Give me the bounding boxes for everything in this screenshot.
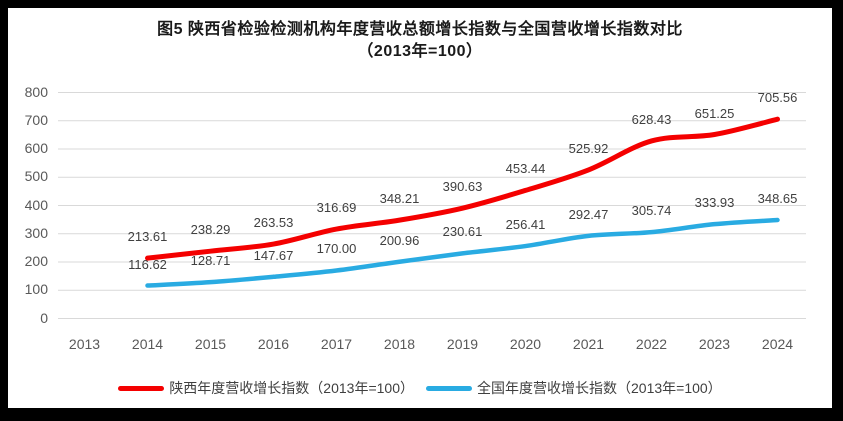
legend-label-shaanxi: 陕西年度营收增长指数（2013年=100）: [169, 380, 414, 396]
x-axis-tick-label: 2023: [698, 336, 731, 352]
chart-legend: 陕西年度营收增长指数（2013年=100） 全国年度营收增长指数（2013年=1…: [8, 378, 832, 398]
data-point-label-national: 256.41: [505, 217, 546, 233]
data-point-label-national: 348.65: [757, 191, 798, 206]
x-axis-tick-label: 2013: [68, 336, 101, 352]
y-axis-tick-label: 400: [24, 196, 48, 213]
x-axis-tick-label: 2022: [635, 336, 668, 352]
legend-item-national: 全国年度营收增长指数（2013年=100）: [426, 378, 722, 398]
data-point-label-shaanxi: 651.25: [694, 105, 735, 121]
x-axis-tick-label: 2019: [446, 336, 479, 352]
data-point-label-shaanxi: 453.44: [505, 161, 546, 177]
chart-title-line2: （2013年=100）: [357, 43, 483, 60]
data-point-label-national: 116.62: [128, 256, 167, 272]
chart-title-line1: 图5 陕西省检验检测机构年度营收总额增长指数与全国营收增长指数对比: [157, 21, 683, 38]
legend-swatch-national: [426, 385, 472, 391]
y-axis-tick-label: 0: [40, 309, 48, 326]
series-line-national: [145, 217, 780, 288]
x-axis-tick-label: 2021: [572, 336, 605, 352]
data-point-label-shaanxi: 705.56: [757, 90, 798, 106]
x-axis-tick-label: 2014: [131, 336, 164, 352]
data-point-label-national: 230.61: [442, 224, 483, 240]
x-axis-tick-label: 2018: [383, 336, 416, 352]
data-point-label-national: 200.96: [379, 232, 420, 248]
y-axis-tick-label: 600: [24, 140, 48, 156]
data-point-label-shaanxi: 238.29: [190, 222, 231, 238]
y-axis-tick-label: 700: [24, 111, 48, 128]
data-point-label-shaanxi: 628.43: [631, 111, 672, 127]
data-point-label-shaanxi: 213.61: [127, 229, 168, 245]
data-point-label-national: 292.47: [568, 206, 609, 222]
series-line-shaanxi: [145, 116, 780, 261]
chart-canvas: 图5 陕西省检验检测机构年度营收总额增长指数与全国营收增长指数对比 （2013年…: [8, 8, 832, 408]
x-axis-tick-label: 2015: [194, 336, 227, 352]
line-chart-plot-area: 0 100 200 300 400 500 600 700 800 2013 2014 2015 201…: [8, 8, 832, 408]
x-axis-tick-label: 2016: [257, 336, 290, 352]
data-point-label-national: 147.67: [253, 247, 294, 263]
data-point-label-shaanxi: 348.21: [379, 191, 420, 207]
data-point-label-shaanxi: 390.63: [442, 179, 483, 195]
chart-svg: [58, 92, 806, 319]
data-point-label-national: 170.00: [316, 241, 357, 257]
x-axis-tick-label: 2017: [320, 336, 353, 352]
y-axis-tick-label: 300: [24, 224, 48, 241]
y-axis-tick-label: 100: [24, 281, 48, 298]
y-axis-tick-label: 500: [24, 168, 48, 185]
data-point-label-shaanxi: 316.69: [316, 200, 357, 216]
data-point-label-shaanxi: 263.53: [253, 215, 294, 231]
x-axis-tick-label: 2020: [509, 336, 542, 352]
x-axis-tick-label: 2024: [761, 336, 794, 352]
data-point-label-national: 128.71: [190, 253, 231, 269]
y-axis-tick-label: 800: [24, 83, 48, 100]
legend-swatch-shaanxi: [118, 385, 165, 391]
y-axis-tick-label: 200: [24, 253, 48, 269]
data-point-label-shaanxi: 525.92: [568, 140, 609, 156]
data-point-label-national: 305.74: [631, 203, 672, 219]
data-point-label-national: 333.93: [694, 195, 735, 211]
legend-label-national: 全国年度营收增长指数（2013年=100）: [477, 380, 722, 396]
legend-item-shaanxi: 陕西年度营收增长指数（2013年=100）: [118, 378, 414, 398]
